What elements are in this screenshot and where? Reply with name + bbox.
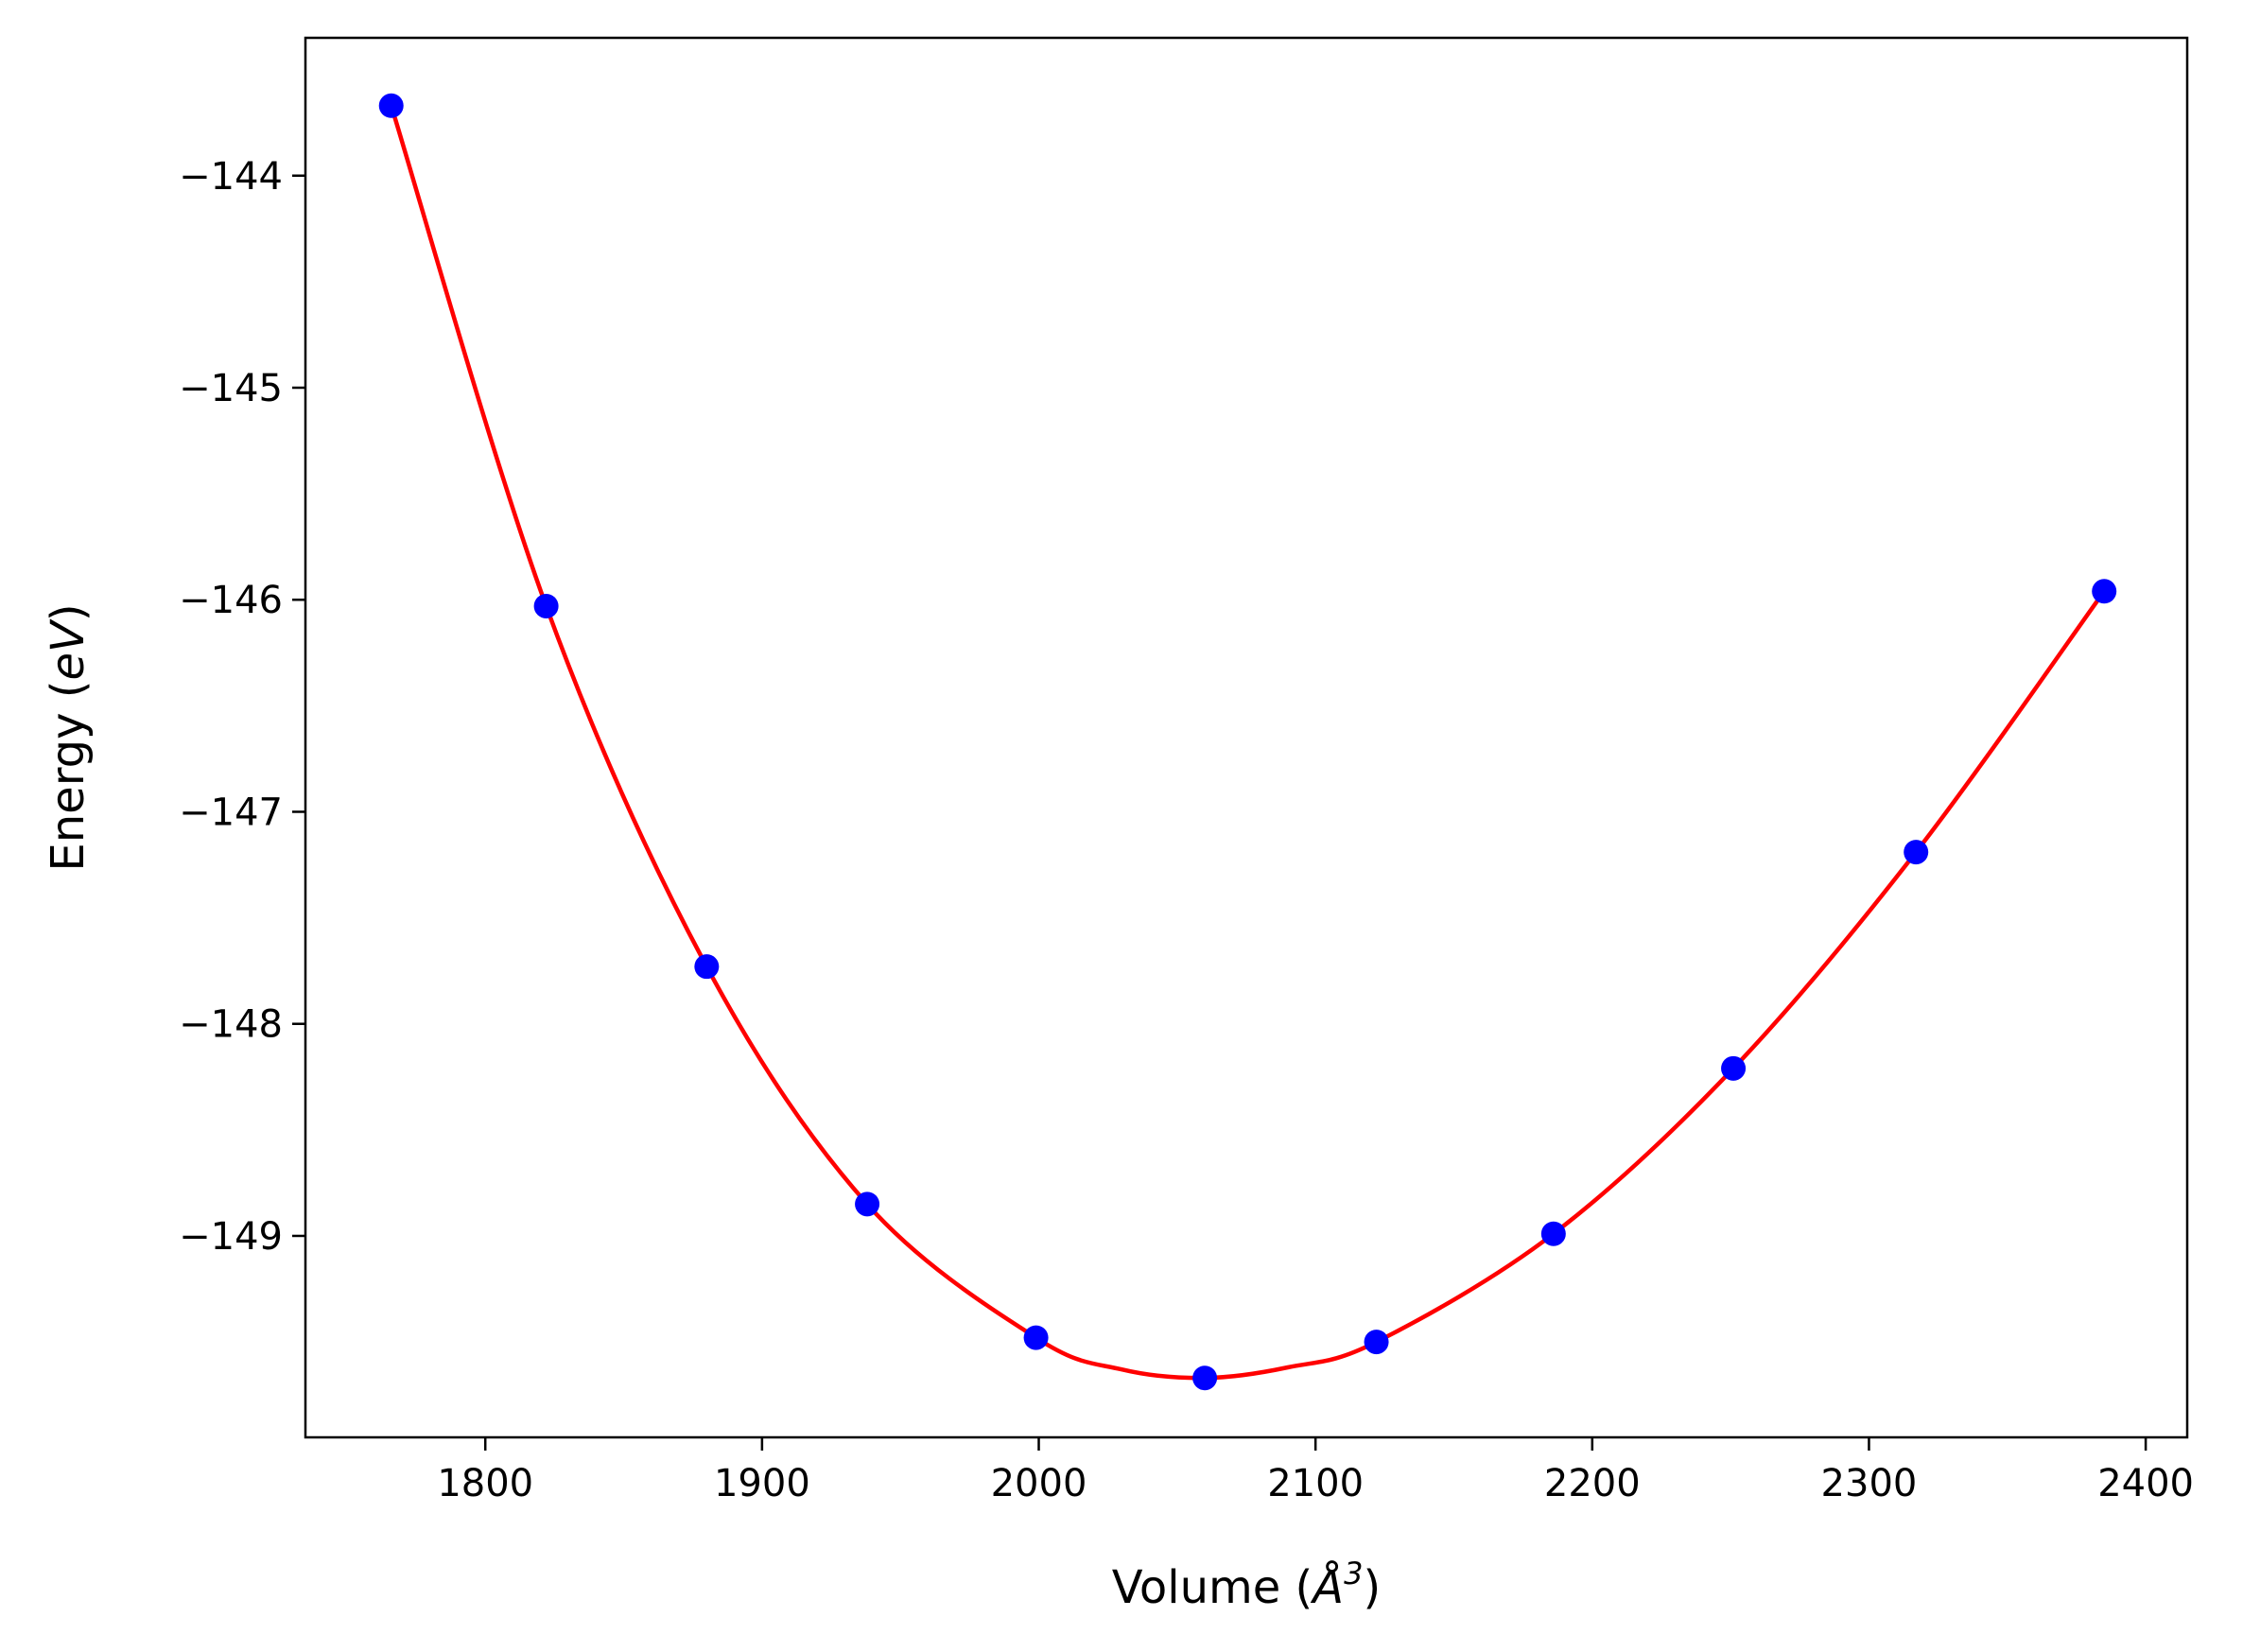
y-tick-label: −148 [179,1003,283,1047]
y-axis-label: Energy (eV) [42,603,95,871]
plot-area [378,93,2117,1391]
data-point [1904,840,1929,865]
x-tick-label: 2400 [2097,1462,2194,1505]
x-axis: 1800 1900 2000 2100 2200 2300 2400 [437,1437,2194,1505]
data-point [533,593,559,618]
y-tick-label: −146 [179,579,283,622]
data-point [378,93,404,118]
y-axis: −144 −145 −146 −147 −148 −149 [179,155,305,1259]
x-tick-label: 2300 [1821,1462,1918,1505]
data-point [2092,579,2117,604]
y-tick-label: −147 [179,791,283,834]
data-point [1192,1365,1218,1391]
x-tick-label: 1900 [714,1462,810,1505]
x-tick-label: 1800 [437,1462,533,1505]
data-point [1540,1221,1566,1246]
fit-curve-line [389,103,2107,1381]
data-point [1364,1330,1389,1355]
x-axis-label: Volume (Å3) [1112,1556,1381,1614]
plot-frame [304,36,2189,1439]
x-tick-label: 2000 [991,1462,1087,1505]
x-tick-label: 2200 [1544,1462,1641,1505]
x-tick-label: 2100 [1267,1462,1364,1505]
y-tick-label: −145 [179,367,283,410]
y-tick-label: −144 [179,155,283,199]
data-point [1721,1055,1747,1081]
y-tick-label: −149 [179,1215,283,1259]
data-point [855,1191,880,1217]
data-point [1023,1325,1049,1350]
data-point [694,954,720,980]
